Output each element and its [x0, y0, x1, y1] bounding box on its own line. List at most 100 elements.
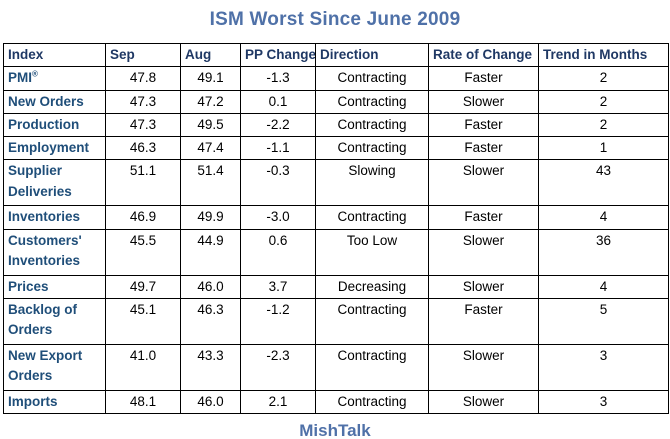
cell-pp-change: -2.2: [240, 112, 316, 138]
table-header: Index Sep Aug PP Change Direction Rate of Cha…: [3, 42, 669, 68]
table-row: PMI® 47.8 49.1 -1.3 Contracting Faster 2: [3, 66, 669, 91]
cell-aug: 49.9: [180, 205, 241, 230]
cell-trend-in-months: 1: [538, 135, 669, 161]
cell-sep: 51.1: [105, 159, 181, 207]
cell-direction: Contracting: [315, 89, 429, 114]
table-body: PMI® 47.8 49.1 -1.3 Contracting Faster 2 New Or…: [3, 66, 669, 415]
cell-pp-change: -2.3: [240, 343, 316, 391]
cell-sep: 47.3: [105, 112, 181, 138]
column-header: Index: [3, 42, 106, 68]
cell-rate-of-change: Slower: [428, 89, 539, 114]
cell-sep: 47.3: [105, 89, 181, 114]
cell-aug: 43.3: [180, 343, 241, 391]
index-label: New Export Orders: [3, 343, 106, 391]
cell-sep: 46.3: [105, 135, 181, 161]
column-header: Rate of Change: [428, 42, 539, 68]
table-header-row: Index Sep Aug PP Change Direction Rate of Cha…: [3, 42, 669, 68]
cell-direction: Contracting: [315, 112, 429, 138]
cell-pp-change: -1.3: [240, 66, 316, 91]
index-label: Production: [3, 112, 106, 138]
cell-trend-in-months: 3: [538, 343, 669, 391]
table-row: Prices 49.7 46.0 3.7 Decreasing Slower 4: [3, 274, 669, 299]
table-row: Imports 48.1 46.0 2.1 Contracting Slower 3: [3, 389, 669, 415]
table-row: Employment 46.3 47.4 -1.1 Contracting Faster 1: [3, 135, 669, 161]
cell-sep: 49.7: [105, 274, 181, 299]
table-row: Customers' Inventories 45.5 44.9 0.6 Too Low…: [3, 228, 669, 276]
index-label: Customers' Inventories: [3, 228, 106, 276]
cell-sep: 45.1: [105, 297, 181, 345]
cell-rate-of-change: Faster: [428, 205, 539, 230]
cell-pp-change: 0.6: [240, 228, 316, 276]
cell-direction: Contracting: [315, 389, 429, 415]
cell-direction: Decreasing: [315, 274, 429, 299]
cell-rate-of-change: Faster: [428, 135, 539, 161]
cell-aug: 51.4: [180, 159, 241, 207]
index-label: Backlog of Orders: [3, 297, 106, 345]
cell-trend-in-months: 4: [538, 205, 669, 230]
cell-aug: 46.3: [180, 297, 241, 345]
cell-trend-in-months: 2: [538, 89, 669, 114]
cell-direction: Contracting: [315, 135, 429, 161]
cell-pp-change: -0.3: [240, 159, 316, 207]
cell-sep: 45.5: [105, 228, 181, 276]
index-label: Supplier Deliveries: [3, 159, 106, 207]
cell-trend-in-months: 36: [538, 228, 669, 276]
column-header: Direction: [315, 42, 429, 68]
cell-trend-in-months: 5: [538, 297, 669, 345]
cell-trend-in-months: 2: [538, 112, 669, 138]
index-label: Inventories: [3, 205, 106, 230]
cell-rate-of-change: Slower: [428, 228, 539, 276]
cell-rate-of-change: Slower: [428, 389, 539, 415]
cell-sep: 47.8: [105, 66, 181, 91]
cell-trend-in-months: 3: [538, 389, 669, 415]
cell-rate-of-change: Faster: [428, 66, 539, 91]
cell-trend-in-months: 4: [538, 274, 669, 299]
cell-pp-change: -3.0: [240, 205, 316, 230]
cell-aug: 47.4: [180, 135, 241, 161]
cell-rate-of-change: Faster: [428, 297, 539, 345]
cell-pp-change: -1.2: [240, 297, 316, 345]
ism-table: Index Sep Aug PP Change Direction Rate of Cha…: [3, 42, 669, 415]
cell-pp-change: 3.7: [240, 274, 316, 299]
cell-aug: 44.9: [180, 228, 241, 276]
cell-rate-of-change: Slower: [428, 274, 539, 299]
cell-sep: 41.0: [105, 343, 181, 391]
cell-direction: Contracting: [315, 297, 429, 345]
cell-rate-of-change: Slower: [428, 343, 539, 391]
index-label: Employment: [3, 135, 106, 161]
cell-direction: Contracting: [315, 66, 429, 91]
source-label: MishTalk: [299, 421, 371, 439]
cell-aug: 49.5: [180, 112, 241, 138]
cell-pp-change: 0.1: [240, 89, 316, 114]
cell-aug: 46.0: [180, 274, 241, 299]
table-row: Production 47.3 49.5 -2.2 Contracting Faster 2: [3, 112, 669, 138]
cell-pp-change: 2.1: [240, 389, 316, 415]
column-header: Trend in Months: [538, 42, 669, 68]
column-header: Aug: [180, 42, 241, 68]
index-label: PMI®: [3, 66, 106, 91]
index-label: Imports: [3, 389, 106, 415]
cell-pp-change: -1.1: [240, 135, 316, 161]
index-label: New Orders: [3, 89, 106, 114]
cell-rate-of-change: Faster: [428, 112, 539, 138]
cell-aug: 46.0: [180, 389, 241, 415]
cell-aug: 49.1: [180, 66, 241, 91]
table-row: New Export Orders 41.0 43.3 -2.3 Contracting…: [3, 343, 669, 391]
cell-aug: 47.2: [180, 89, 241, 114]
table-row: Supplier Deliveries 51.1 51.4 -0.3 Slowing Sl…: [3, 159, 669, 207]
registered-mark: ®: [32, 69, 38, 79]
table-row: New Orders 47.3 47.2 0.1 Contracting Slower 2: [3, 89, 669, 114]
cell-direction: Slowing: [315, 159, 429, 207]
index-label: Prices: [3, 274, 106, 299]
cell-direction: Contracting: [315, 343, 429, 391]
column-header: PP Change: [240, 42, 316, 68]
cell-rate-of-change: Slower: [428, 159, 539, 207]
table-row: Backlog of Orders 45.1 46.3 -1.2 Contracting…: [3, 297, 669, 345]
table-row: Inventories 46.9 49.9 -3.0 Contracting Faster…: [3, 205, 669, 230]
cell-sep: 48.1: [105, 389, 181, 415]
cell-trend-in-months: 2: [538, 66, 669, 91]
cell-direction: Too Low: [315, 228, 429, 276]
column-header: Sep: [105, 42, 181, 68]
cell-sep: 46.9: [105, 205, 181, 230]
